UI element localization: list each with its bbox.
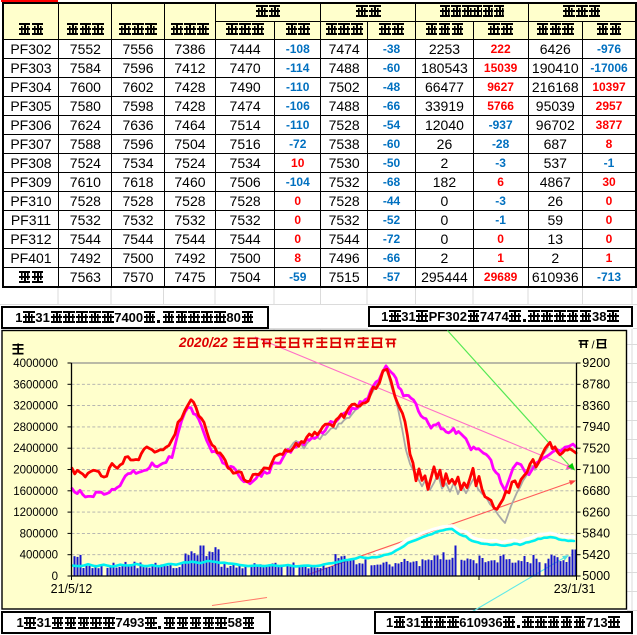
svg-text:5000: 5000 [582,569,610,583]
svg-text:3200000: 3200000 [13,401,58,413]
svg-text:1200000: 1200000 [13,507,58,519]
svg-text:7100: 7100 [582,463,610,477]
svg-text:0: 0 [52,571,58,583]
svg-text:2000000: 2000000 [13,465,58,477]
svg-text:3600000: 3600000 [13,379,58,391]
svg-text:5840: 5840 [582,527,610,541]
svg-text:6680: 6680 [582,484,610,498]
svg-text:400000: 400000 [20,550,58,562]
svg-text:/: / [592,340,596,352]
svg-text:7520: 7520 [582,441,610,455]
svg-text:5420: 5420 [582,548,610,562]
svg-text:6260: 6260 [582,505,610,519]
svg-text:9200: 9200 [582,356,610,370]
svg-text:8360: 8360 [582,399,610,413]
svg-text:1600000: 1600000 [13,486,58,498]
svg-text:7940: 7940 [582,420,610,434]
svg-text:2800000: 2800000 [13,422,58,434]
svg-text:800000: 800000 [20,528,58,540]
svg-text:4000000: 4000000 [13,358,58,370]
svg-text:2020/22: 2020/22 [178,335,228,350]
svg-text:8780: 8780 [582,378,610,392]
svg-text:23/1/31: 23/1/31 [554,582,596,596]
svg-text:21/5/12: 21/5/12 [51,582,93,596]
svg-text:2400000: 2400000 [13,443,58,455]
